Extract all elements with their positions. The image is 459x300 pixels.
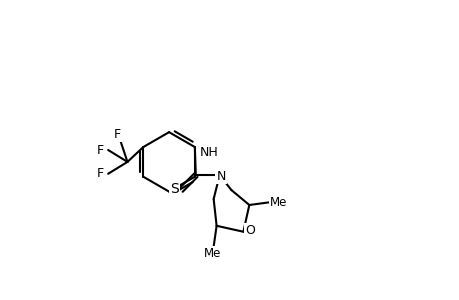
Text: F: F	[97, 143, 104, 157]
Text: Me: Me	[269, 196, 286, 208]
Text: F: F	[97, 167, 104, 180]
Text: O: O	[245, 224, 254, 237]
Text: Me: Me	[204, 247, 221, 260]
Text: N: N	[216, 170, 225, 183]
Text: S: S	[170, 182, 179, 196]
Text: F: F	[113, 128, 120, 141]
Text: NH: NH	[199, 146, 218, 160]
